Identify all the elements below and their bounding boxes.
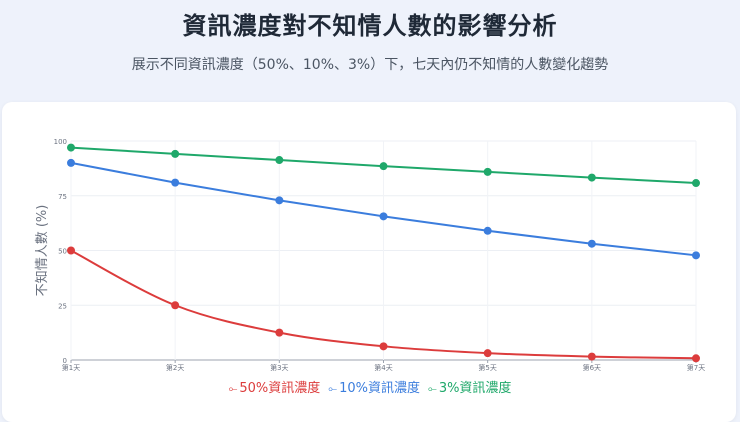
x-tick-label: 第3天 — [270, 363, 288, 372]
legend-item[interactable]: ⟜ 3%資訊濃度 — [428, 377, 511, 396]
data-point — [587, 239, 596, 248]
legend-marker-icon: ⟜ — [328, 382, 338, 395]
x-tick-label: 第5天 — [478, 363, 496, 372]
x-tick-label: 第1天 — [62, 363, 80, 372]
y-tick-label: 25 — [58, 302, 67, 310]
legend-label: 3%資訊濃度 — [438, 381, 512, 396]
legend-marker-icon: ⟜ — [228, 382, 238, 395]
data-point — [275, 196, 284, 205]
data-point — [67, 158, 75, 167]
data-point — [483, 349, 492, 358]
y-tick-label: 0 — [63, 357, 67, 365]
data-point — [379, 162, 388, 171]
data-point — [379, 212, 388, 221]
x-tick-label: 第7天 — [687, 363, 705, 372]
data-point — [692, 251, 700, 260]
data-point — [692, 354, 700, 363]
y-tick-label: 50 — [58, 248, 67, 256]
legend-item[interactable]: ⟜ 10%資訊濃度 — [328, 377, 420, 396]
x-tick-label: 第6天 — [583, 363, 601, 372]
legend-item[interactable]: ⟜ 50%資訊濃度 — [229, 377, 321, 396]
legend-marker-icon: ⟜ — [428, 382, 437, 395]
chart-legend: ⟜ 50%資訊濃度 ⟜ 10%資訊濃度 ⟜ 3%資訊濃度 — [0, 377, 740, 396]
data-point — [67, 246, 75, 255]
legend-label: 50%資訊濃度 — [239, 381, 321, 396]
data-point — [275, 328, 284, 337]
data-point — [171, 149, 180, 158]
data-point — [587, 352, 596, 361]
data-point — [379, 342, 388, 351]
y-tick-label: 75 — [58, 193, 67, 201]
data-point — [67, 143, 75, 152]
data-point — [483, 226, 492, 235]
data-point — [171, 301, 180, 310]
page-title: 資訊濃度對不知情人數的影響分析 — [182, 12, 558, 40]
legend-label: 10%資訊濃度 — [339, 381, 420, 396]
x-tick-label: 第2天 — [166, 363, 184, 372]
y-tick-label: 100 — [54, 138, 67, 146]
data-point — [275, 156, 284, 165]
data-point — [692, 179, 700, 188]
x-tick-label: 第4天 — [374, 363, 392, 372]
chart-card — [2, 102, 736, 422]
y-axis-label: 不知情人數 (%) — [34, 205, 50, 297]
header: 資訊濃度對不知情人數的影響分析 展示不同資訊濃度（50%、10%、3%）下，七天… — [0, 0, 740, 100]
data-point — [483, 167, 492, 176]
line-chart: 0 25 50 75 100 第1天 第2天 第3天 第4天 第5天 第6天 第7天 不知情人數 (%) — [34, 138, 705, 372]
data-point — [171, 178, 180, 187]
data-point — [587, 173, 596, 182]
page-subtitle: 展示不同資訊濃度（50%、10%、3%）下，七天內仍不知情的人數變化趨勢 — [131, 57, 609, 73]
